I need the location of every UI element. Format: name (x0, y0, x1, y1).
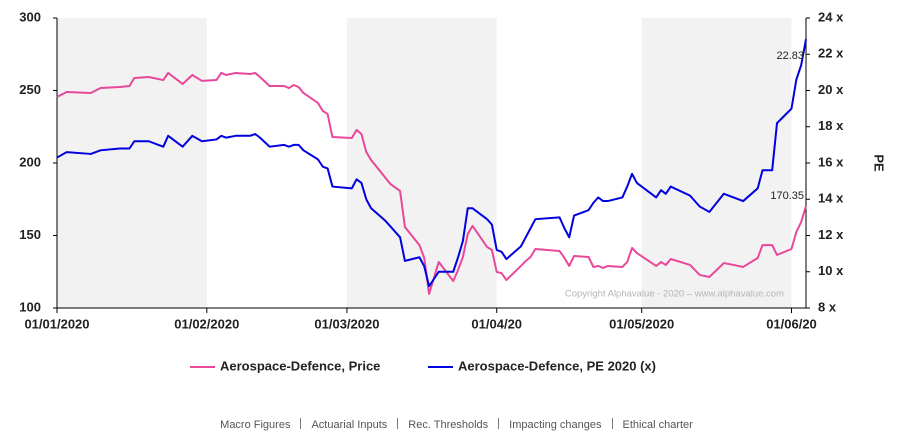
end-value-label: 22.83 (776, 50, 804, 62)
y-tick-label: 300 (19, 9, 41, 24)
separator (498, 418, 500, 429)
separator (300, 418, 302, 429)
y2-tick-label: 18 x (818, 118, 844, 133)
y2-tick-label: 20 x (818, 82, 844, 97)
y-tick-label: 100 (19, 299, 41, 314)
footer-link[interactable]: Impacting changes (509, 419, 602, 431)
footer: Macro Figures Actuarial Inputs Rec. Thresh… (0, 418, 913, 431)
footer-link[interactable]: Rec. Thresholds (408, 419, 489, 431)
y-tick-label: 200 (19, 154, 41, 169)
y2-tick-label: 10 x (818, 263, 844, 278)
y2-axis-title: PE (872, 154, 887, 172)
y2-tick-label: 14 x (818, 191, 844, 206)
separator (397, 418, 399, 429)
chart: PE Copyright Alphavalue - 2020 – www.alp… (19, 9, 887, 373)
footer-link[interactable]: Macro Figures (220, 419, 291, 431)
watermark: Copyright Alphavalue - 2020 – www.alphav… (565, 289, 784, 300)
y2-tick-label: 24 x (818, 9, 844, 24)
y-tick-label: 150 (19, 227, 41, 242)
legend-label: Aerospace-Defence, PE 2020 (x) (458, 358, 656, 373)
x-tick-label: 01/04/20 (471, 316, 522, 331)
end-value-label: 170.35 (770, 190, 804, 202)
y-tick-label: 250 (19, 82, 41, 97)
x-tick-label: 01/01/2020 (24, 316, 89, 331)
y2-tick-label: 12 x (818, 227, 844, 242)
month-band (57, 18, 207, 308)
x-tick-label: 01/02/2020 (174, 316, 239, 331)
footer-link[interactable]: Actuarial Inputs (311, 419, 388, 431)
month-band (346, 18, 497, 308)
y2-tick-label: 16 x (818, 154, 844, 169)
legend-label: Aerospace-Defence, Price (220, 358, 380, 373)
month-band (641, 18, 792, 308)
y2-tick-label: 22 x (818, 46, 844, 61)
series-line (56, 71, 807, 295)
footer-link[interactable]: Ethical charter (622, 419, 693, 431)
x-tick-label: 01/06/20 (766, 316, 817, 331)
series-line (56, 39, 807, 288)
separator (611, 418, 613, 429)
y2-tick-label: 8 x (818, 299, 837, 314)
x-tick-label: 01/05/2020 (609, 316, 674, 331)
x-tick-label: 01/03/2020 (314, 316, 379, 331)
